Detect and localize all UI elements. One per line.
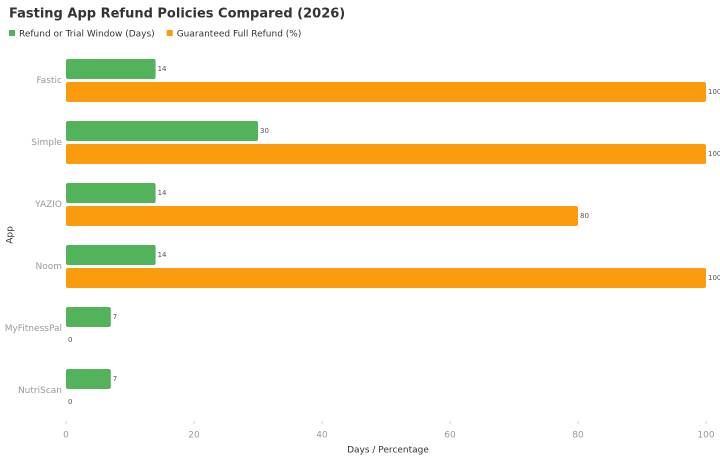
value-label: 80 <box>580 212 589 220</box>
value-label: 7 <box>113 313 117 321</box>
bar <box>66 369 111 389</box>
bar <box>66 59 156 79</box>
bar <box>66 268 706 288</box>
value-label: 14 <box>158 189 167 197</box>
y-tick-label: MyFitnessPal <box>5 324 62 334</box>
value-label: 0 <box>68 398 72 406</box>
bar <box>66 307 111 327</box>
x-axis-title: Days / Percentage <box>347 446 429 456</box>
value-label: 14 <box>158 65 167 73</box>
bar <box>66 144 706 164</box>
x-tick-label: 60 <box>444 431 456 441</box>
y-axis-title: App <box>6 226 16 244</box>
x-tick-label: 20 <box>188 431 200 441</box>
x-tick-label: 80 <box>572 431 584 441</box>
value-label: 30 <box>260 127 269 135</box>
value-label: 14 <box>158 251 167 259</box>
chart-title: Fasting App Refund Policies Compared (20… <box>9 7 345 22</box>
value-label: 7 <box>113 375 117 383</box>
value-label: 100 <box>708 88 720 96</box>
y-tick-label: YAZIO <box>34 200 62 210</box>
value-label: 100 <box>708 274 720 282</box>
y-tick-label: Fastic <box>36 76 62 86</box>
legend-label: Refund or Trial Window (Days) <box>19 30 155 40</box>
x-tick-label: 0 <box>63 431 69 441</box>
bar <box>66 206 578 226</box>
legend-swatch <box>166 30 173 36</box>
value-label: 100 <box>708 150 720 158</box>
bar <box>66 82 706 102</box>
x-tick-label: 40 <box>316 431 328 441</box>
y-tick-label: Simple <box>31 138 62 148</box>
y-tick-label: Noom <box>35 262 62 272</box>
x-tick-label: 100 <box>697 431 714 441</box>
bar <box>66 245 156 265</box>
legend-swatch <box>9 30 15 36</box>
y-tick-label: NutriScan <box>18 386 62 396</box>
legend-label: Guaranteed Full Refund (%) <box>177 30 302 40</box>
bar <box>66 183 156 203</box>
value-label: 0 <box>68 336 72 344</box>
bar <box>66 121 258 141</box>
